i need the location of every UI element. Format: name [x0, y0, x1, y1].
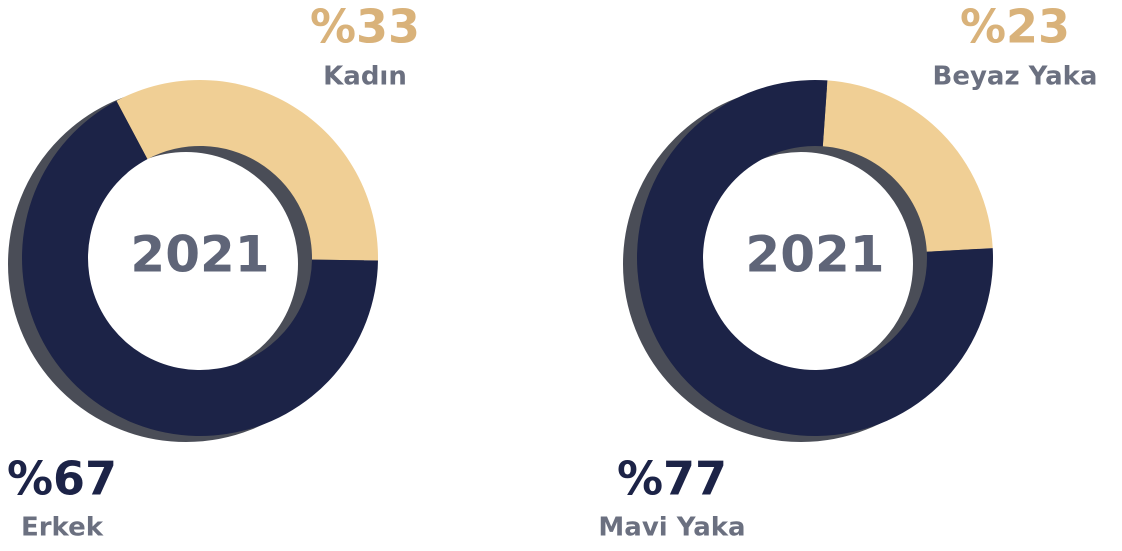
- category-label: Kadın: [323, 62, 407, 92]
- center-label: 2021: [745, 226, 884, 284]
- donut-slice: [822, 80, 993, 252]
- category-label: Beyaz Yaka: [933, 62, 1098, 92]
- donut-slice: [21, 100, 378, 437]
- center-label: 2021: [130, 226, 269, 284]
- category-label: Erkek: [21, 513, 104, 543]
- donut-slice: [636, 80, 993, 437]
- value-label: %77: [617, 452, 727, 506]
- value-label: %33: [310, 0, 420, 54]
- value-label: %67: [7, 452, 117, 506]
- category-label: Mavi Yaka: [598, 513, 745, 543]
- donut-slice: [116, 80, 378, 261]
- value-label: %23: [960, 0, 1070, 54]
